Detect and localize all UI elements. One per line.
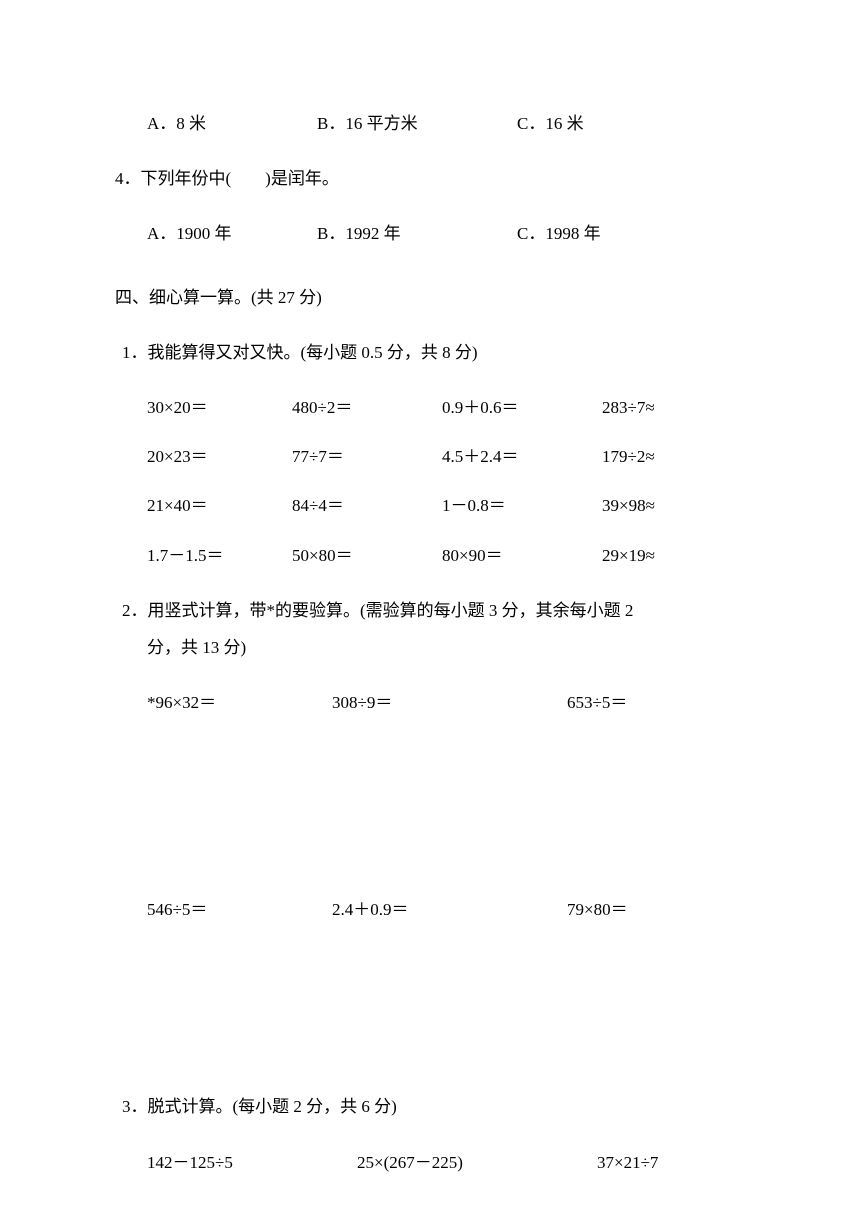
- section4-header: 四、细心算一算。(共 27 分): [115, 284, 745, 311]
- quick-calc-grid: 30×20＝ 480÷2＝ 0.9＋0.6＝ 283÷7≈ 20×23＝ 77÷…: [115, 394, 745, 569]
- vert-calc-cell: 653÷5＝: [567, 689, 745, 716]
- q3-option-c: C．16 米: [517, 110, 745, 137]
- calc-cell: 1－0.8＝: [442, 492, 602, 519]
- step-calc-cell: 142－125÷5: [147, 1149, 357, 1176]
- calc-cell: 77÷7＝: [292, 443, 442, 470]
- section4-q2-stem-line2: 分，共 13 分): [115, 634, 745, 661]
- q4-option-b: B．1992 年: [317, 220, 517, 247]
- vert-calc-row: 546÷5＝ 2.4＋0.9＝ 79×80＝: [147, 896, 745, 923]
- calc-cell: 480÷2＝: [292, 394, 442, 421]
- section4-q1-stem: 1．我能算得又对又快。(每小题 0.5 分，共 8 分): [115, 339, 745, 366]
- calc-cell: 39×98≈: [602, 492, 745, 519]
- vert-calc-cell: 2.4＋0.9＝: [332, 896, 567, 923]
- q4-stem: 4．下列年份中( )是闰年。: [115, 165, 745, 192]
- q3-option-b: B．16 平方米: [317, 110, 517, 137]
- vert-calc-cell: 79×80＝: [567, 896, 745, 923]
- vert-calc-row: *96×32＝ 308÷9＝ 653÷5＝: [147, 689, 745, 716]
- calc-cell: 30×20＝: [147, 394, 292, 421]
- q4-options-row: A．1900 年 B．1992 年 C．1998 年: [115, 220, 745, 247]
- q3-options-row: A．8 米 B．16 平方米 C．16 米: [115, 110, 745, 137]
- calc-row: 30×20＝ 480÷2＝ 0.9＋0.6＝ 283÷7≈: [147, 394, 745, 421]
- calc-cell: 20×23＝: [147, 443, 292, 470]
- q4-option-c: C．1998 年: [517, 220, 745, 247]
- calc-row: 20×23＝ 77÷7＝ 4.5＋2.4＝ 179÷2≈: [147, 443, 745, 470]
- calc-cell: 50×80＝: [292, 542, 442, 569]
- q4-option-a: A．1900 年: [147, 220, 317, 247]
- section4-q2-stem-line1: 2．用竖式计算，带*的要验算。(需验算的每小题 3 分，其余每小题 2: [115, 597, 745, 624]
- vert-calc-cell: 308÷9＝: [332, 689, 567, 716]
- calc-cell: 0.9＋0.6＝: [442, 394, 602, 421]
- calc-cell: 80×90＝: [442, 542, 602, 569]
- calc-cell: 29×19≈: [602, 542, 745, 569]
- calc-cell: 283÷7≈: [602, 394, 745, 421]
- calc-row: 21×40＝ 84÷4＝ 1－0.8＝ 39×98≈: [147, 492, 745, 519]
- section4-q3-stem: 3．脱式计算。(每小题 2 分，共 6 分): [115, 1093, 745, 1120]
- vert-calc-cell: *96×32＝: [147, 689, 332, 716]
- calc-cell: 21×40＝: [147, 492, 292, 519]
- calc-cell: 179÷2≈: [602, 443, 745, 470]
- calc-cell: 84÷4＝: [292, 492, 442, 519]
- vertical-calc-grid: *96×32＝ 308÷9＝ 653÷5＝ 546÷5＝ 2.4＋0.9＝ 79…: [115, 689, 745, 923]
- calc-row: 1.7－1.5＝ 50×80＝ 80×90＝ 29×19≈: [147, 542, 745, 569]
- q3-option-a: A．8 米: [147, 110, 317, 137]
- step-calc-row: 142－125÷5 25×(267－225) 37×21÷7: [115, 1149, 745, 1176]
- calc-cell: 4.5＋2.4＝: [442, 443, 602, 470]
- step-calc-cell: 25×(267－225): [357, 1149, 597, 1176]
- step-calc-cell: 37×21÷7: [597, 1149, 745, 1176]
- vert-calc-cell: 546÷5＝: [147, 896, 332, 923]
- calc-cell: 1.7－1.5＝: [147, 542, 292, 569]
